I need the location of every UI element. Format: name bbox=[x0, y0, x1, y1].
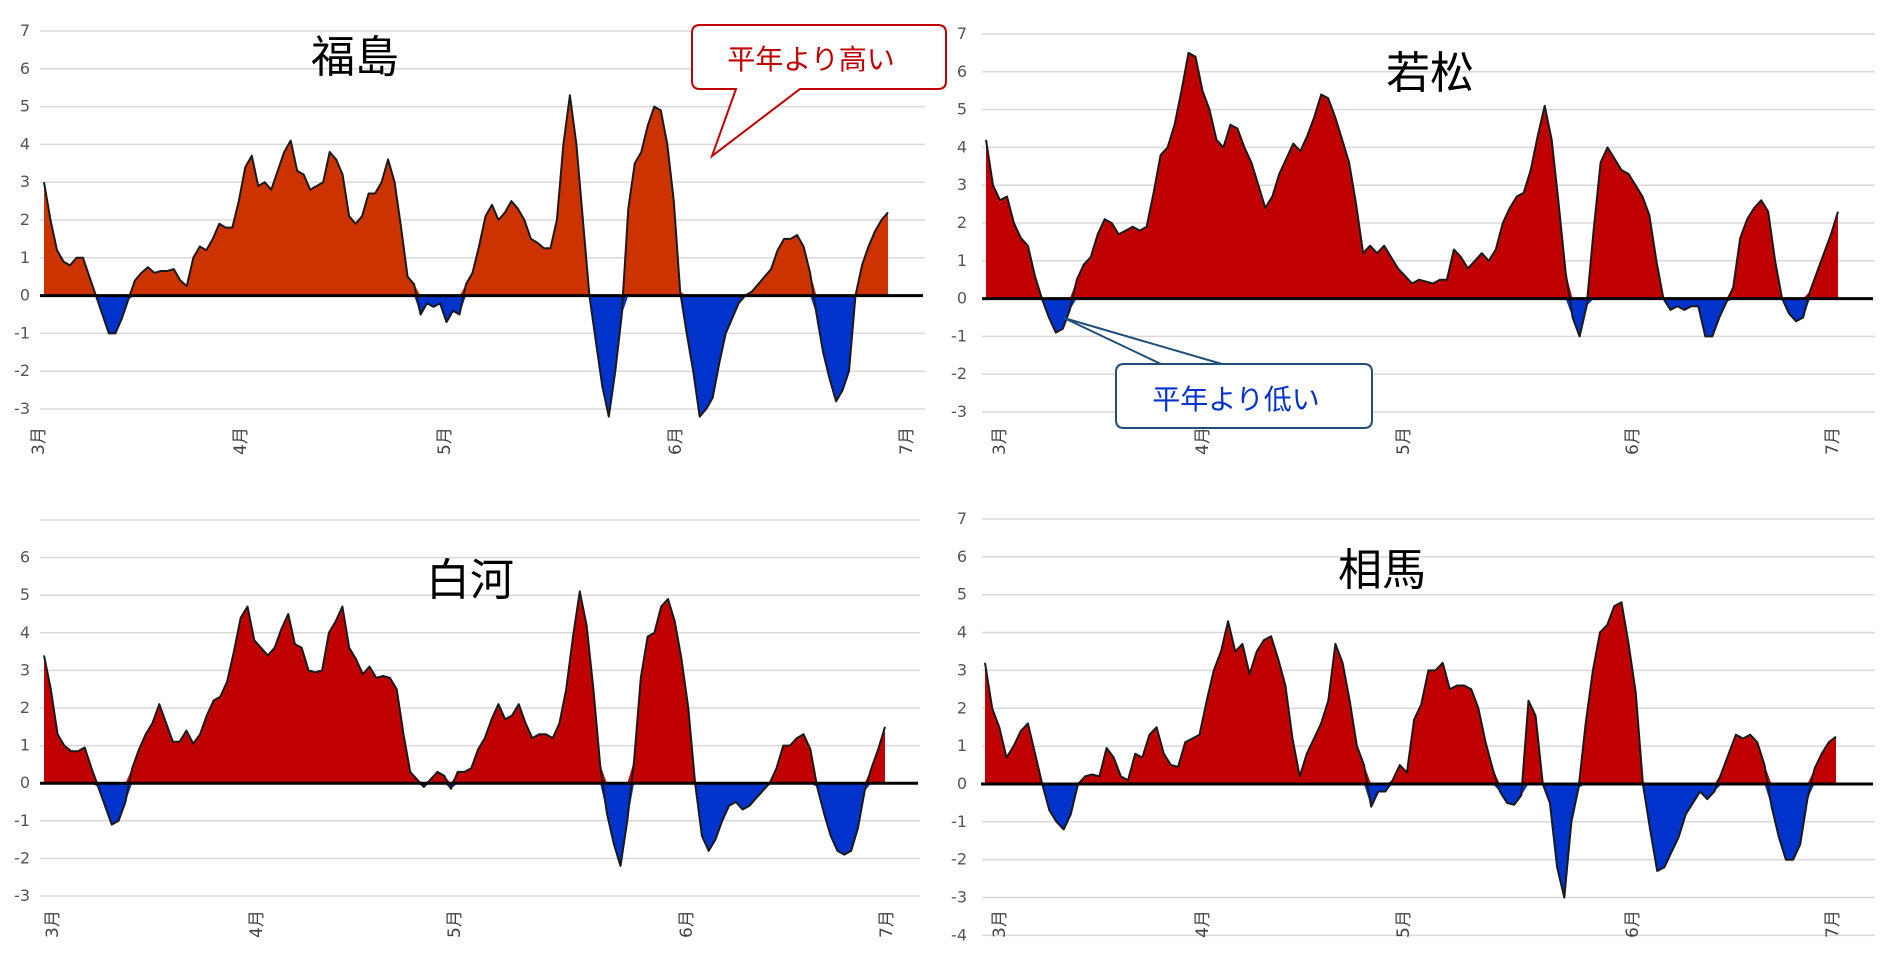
callout-bubble bbox=[1063, 317, 1373, 429]
area-below-normal bbox=[986, 298, 1838, 337]
callout-above-normal: 平年より高い bbox=[691, 24, 947, 159]
y-tick-label: 2 bbox=[20, 698, 30, 717]
y-tick-label: 1 bbox=[957, 736, 967, 755]
x-tick-label: 6月 bbox=[1623, 427, 1643, 455]
y-tick-label: 0 bbox=[957, 289, 967, 308]
y-tick-label: -3 bbox=[951, 402, 967, 421]
chart-panel-1: 7 6 5 4 3 2 1 0 -1 -2 -3 3月 4月 5月 6月 7月 福島 bbox=[14, 21, 925, 455]
x-tick-label: 5月 bbox=[435, 427, 455, 455]
area-above-normal bbox=[44, 95, 888, 296]
y-tick-label: 3 bbox=[957, 660, 967, 679]
y-tick-label: -2 bbox=[951, 364, 967, 383]
series-line bbox=[43, 94, 889, 418]
y-tick-label: -1 bbox=[14, 323, 30, 342]
x-tick-label: 7月 bbox=[1823, 910, 1843, 938]
x-tick-label: 5月 bbox=[1394, 427, 1414, 455]
x-tick-label: 6月 bbox=[666, 427, 686, 455]
y-tick-label: 3 bbox=[20, 172, 30, 191]
y-tick-label: -2 bbox=[14, 361, 30, 380]
y-tick-label: 5 bbox=[957, 585, 967, 604]
callout-label: 平年より高い bbox=[727, 43, 894, 76]
y-tick-label: 4 bbox=[20, 623, 30, 642]
chart-title: 白河 bbox=[426, 555, 514, 606]
series-line bbox=[43, 590, 886, 867]
chart-panel-3: 6 5 4 3 2 1 0 -1 -2 -3 3月 4月 5月 6月 7月 白河 bbox=[14, 519, 920, 938]
y-tick-label: 3 bbox=[20, 660, 30, 679]
x-tick-label: 7月 bbox=[877, 910, 897, 938]
x-tick-label: 4月 bbox=[1193, 910, 1213, 938]
y-tick-label: 2 bbox=[20, 210, 30, 229]
y-tick-label: 1 bbox=[957, 251, 967, 270]
y-tick-label: 1 bbox=[20, 248, 30, 267]
x-tick-label: 6月 bbox=[677, 910, 697, 938]
y-tick-label: 1 bbox=[20, 736, 30, 755]
chart-title: 若松 bbox=[1386, 48, 1474, 99]
area-below-normal bbox=[44, 295, 888, 417]
y-tick-label: -3 bbox=[14, 886, 30, 905]
y-tick-label: 5 bbox=[20, 585, 30, 604]
x-tick-label: 3月 bbox=[43, 910, 63, 938]
y-tick-label: 3 bbox=[957, 175, 967, 194]
y-tick-label: -1 bbox=[14, 811, 30, 830]
y-tick-label: -1 bbox=[951, 326, 967, 345]
y-tick-label: -2 bbox=[951, 850, 967, 869]
y-tick-label: 6 bbox=[957, 62, 967, 81]
x-tick-label: 5月 bbox=[445, 910, 465, 938]
callout-bubble bbox=[691, 24, 947, 159]
area-above-normal bbox=[44, 591, 885, 784]
chart-panel-2: 7 6 5 4 3 2 1 0 -1 -2 -3 3月 4月 5月 6月 7月 若松 bbox=[951, 24, 1875, 455]
x-tick-label: 3月 bbox=[990, 427, 1010, 455]
y-tick-label: 7 bbox=[957, 509, 967, 528]
callout-below-normal: 平年より低い bbox=[1063, 317, 1373, 429]
x-tick-label: 4月 bbox=[231, 427, 251, 455]
y-tick-label: -3 bbox=[14, 399, 30, 418]
y-tick-label: 7 bbox=[20, 21, 30, 40]
chart-title: 相馬 bbox=[1338, 545, 1426, 596]
y-tick-label: 6 bbox=[20, 548, 30, 567]
x-tick-label: 6月 bbox=[1623, 910, 1643, 938]
chart-title: 福島 bbox=[311, 32, 399, 83]
area-above-normal bbox=[985, 602, 1836, 784]
x-tick-label: 7月 bbox=[897, 427, 917, 455]
y-tick-label: 5 bbox=[957, 100, 967, 119]
y-tick-label: -3 bbox=[951, 888, 967, 907]
x-tick-label: 5月 bbox=[1394, 910, 1414, 938]
y-tick-label: -4 bbox=[951, 925, 967, 944]
y-tick-label: 4 bbox=[957, 623, 967, 642]
series-line bbox=[984, 601, 1837, 899]
y-tick-label: 6 bbox=[20, 59, 30, 78]
y-tick-label: 2 bbox=[957, 213, 967, 232]
x-tick-label: 3月 bbox=[990, 910, 1010, 938]
area-below-normal bbox=[985, 784, 1836, 898]
y-tick-label: 4 bbox=[20, 134, 30, 153]
y-tick-label: 0 bbox=[957, 774, 967, 793]
callout-label: 平年より低い bbox=[1152, 383, 1319, 416]
y-tick-label: 4 bbox=[957, 137, 967, 156]
y-tick-label: 2 bbox=[957, 698, 967, 717]
x-tick-label: 4月 bbox=[1193, 427, 1213, 455]
y-tick-label: -2 bbox=[14, 848, 30, 867]
y-tick-label: 6 bbox=[957, 547, 967, 566]
y-tick-label: 7 bbox=[957, 24, 967, 43]
series-line bbox=[985, 51, 1839, 338]
y-tick-label: 5 bbox=[20, 97, 30, 116]
area-above-normal bbox=[986, 52, 1838, 299]
y-tick-label: 0 bbox=[20, 286, 30, 305]
y-tick-label: 0 bbox=[20, 773, 30, 792]
x-tick-label: 7月 bbox=[1823, 427, 1843, 455]
x-tick-label: 4月 bbox=[247, 910, 267, 938]
x-tick-label: 3月 bbox=[29, 427, 49, 455]
chart-panel-4: 7 6 5 4 3 2 1 0 -1 -2 -3 -4 3月 4月 5月 6月 7月 相馬 bbox=[951, 509, 1875, 944]
y-tick-label: -1 bbox=[951, 812, 967, 831]
